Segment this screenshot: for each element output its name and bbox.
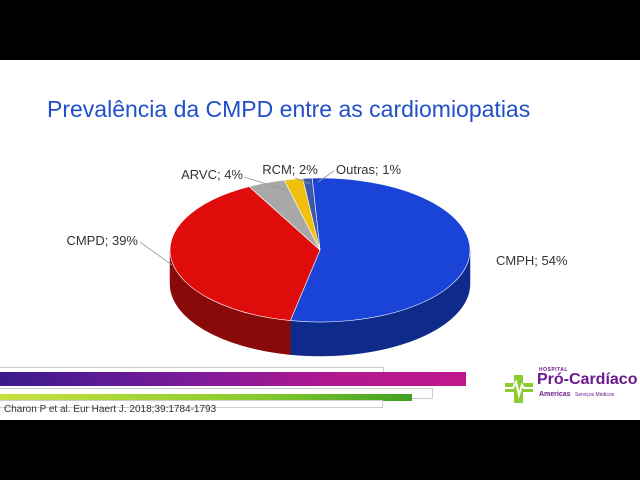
data-label-cmpd: CMPD; 39% [66, 233, 138, 248]
pie-slice-outras [302, 177, 321, 251]
pie-slice-cmph [289, 177, 471, 323]
slide: Prevalência da CMPD entre as cardiomiopa… [0, 60, 640, 420]
pie-tops [169, 177, 471, 323]
data-label-outras: Outras; 1% [336, 162, 401, 177]
logo-name: Pró-Cardíaco [537, 371, 638, 388]
leader-line-arvc [243, 176, 287, 191]
pie-chart: CMPH; 54% CMPD; 39% ARVC; 4% RCM; 2% Outras;… [66, 162, 568, 357]
citation: Charon P et al. Eur Haert J. 2018;39:178… [4, 404, 217, 415]
pie-labels: CMPH; 54% CMPD; 39% ARVC; 4% RCM; 2% Outras;… [66, 162, 567, 268]
pie-slice-cmpd [169, 186, 321, 321]
slide-title: Prevalência da CMPD entre as cardiomiopa… [47, 96, 531, 122]
leader-line-outras [317, 170, 335, 183]
leader-line-cmpd [139, 241, 173, 266]
decorative-stripe-green [0, 394, 412, 401]
logo-subtitle: Americas [539, 391, 571, 398]
leader-line-rcm [294, 177, 311, 185]
logo-subtitle-small: Serviços Médicos [575, 392, 615, 398]
data-label-cmph: CMPH; 54% [496, 253, 568, 268]
cross-icon [505, 375, 533, 403]
data-label-rcm: RCM; 2% [262, 162, 318, 177]
decorative-stripe-purple [0, 372, 466, 386]
decorative-line [0, 400, 383, 408]
data-label-arvc: ARVC; 4% [181, 167, 243, 182]
hospital-logo: HOSPITAL Pró-Cardíaco Americas Serviços … [503, 367, 637, 413]
logo-hospital-text: HOSPITAL [539, 367, 568, 373]
pie-leaders [139, 170, 335, 266]
